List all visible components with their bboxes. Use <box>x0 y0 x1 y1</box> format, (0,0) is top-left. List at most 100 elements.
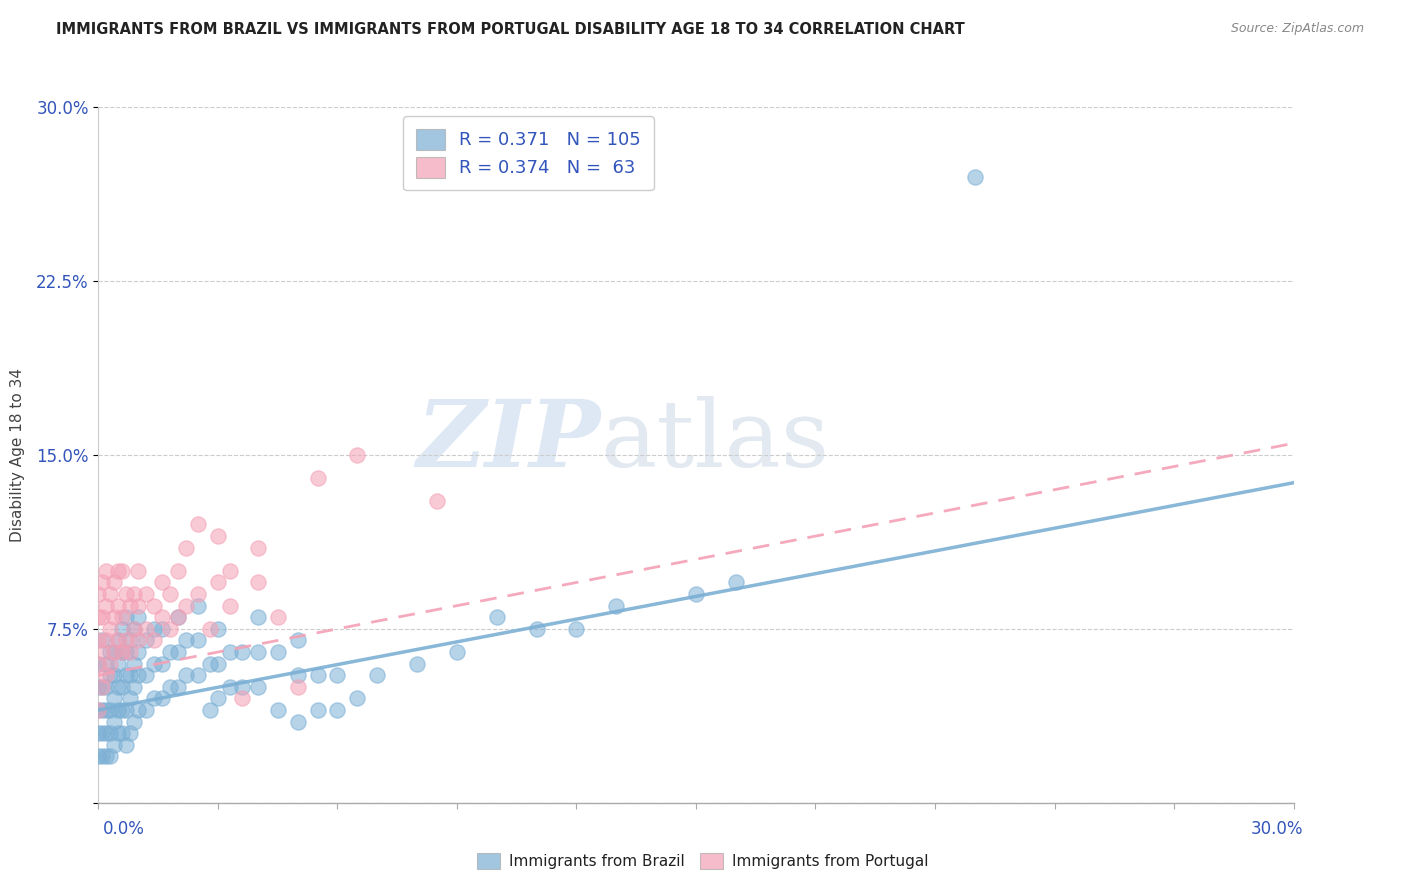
Point <box>724 575 747 590</box>
Point <box>219 564 242 578</box>
Point <box>107 633 129 648</box>
Point <box>207 622 229 636</box>
Point <box>96 668 118 682</box>
Point <box>115 738 138 752</box>
Point <box>219 680 242 694</box>
Point <box>605 599 627 613</box>
Point <box>127 645 149 659</box>
Point <box>124 657 146 671</box>
Point <box>111 645 134 659</box>
Point <box>246 575 269 590</box>
Point <box>207 529 229 543</box>
Text: atlas: atlas <box>600 396 830 486</box>
Point <box>198 622 221 636</box>
Point <box>87 680 110 694</box>
Point <box>115 587 138 601</box>
Point <box>91 703 114 717</box>
Point <box>267 703 290 717</box>
Point <box>91 645 114 659</box>
Point <box>287 668 309 682</box>
Point <box>107 657 129 671</box>
Point <box>231 691 253 706</box>
Point <box>120 668 142 682</box>
Point <box>120 645 142 659</box>
Point <box>159 645 181 659</box>
Point <box>127 633 149 648</box>
Point <box>107 703 129 717</box>
Point <box>127 564 149 578</box>
Point <box>87 610 110 624</box>
Point <box>124 680 146 694</box>
Point <box>87 749 110 764</box>
Point <box>267 645 290 659</box>
Text: Source: ZipAtlas.com: Source: ZipAtlas.com <box>1230 22 1364 36</box>
Point <box>485 610 508 624</box>
Point <box>87 657 110 671</box>
Point <box>143 622 166 636</box>
Point <box>219 645 242 659</box>
Point <box>107 564 129 578</box>
Point <box>246 645 269 659</box>
Point <box>96 749 118 764</box>
Point <box>685 587 707 601</box>
Point <box>135 668 157 682</box>
Point <box>103 575 125 590</box>
Point <box>111 726 134 740</box>
Point <box>98 749 122 764</box>
Point <box>246 541 269 555</box>
Legend: Immigrants from Brazil, Immigrants from Portugal: Immigrants from Brazil, Immigrants from … <box>471 847 935 875</box>
Point <box>135 587 157 601</box>
Point <box>111 610 134 624</box>
Point <box>135 633 157 648</box>
Point <box>307 668 329 682</box>
Point <box>120 599 142 613</box>
Point <box>167 610 190 624</box>
Point <box>207 657 229 671</box>
Point <box>98 657 122 671</box>
Point <box>115 703 138 717</box>
Point <box>231 645 253 659</box>
Point <box>87 587 110 601</box>
Point <box>187 668 209 682</box>
Point <box>96 633 118 648</box>
Point <box>107 726 129 740</box>
Point <box>167 680 190 694</box>
Point <box>87 657 110 671</box>
Text: ZIP: ZIP <box>416 396 600 486</box>
Point <box>159 587 181 601</box>
Point <box>174 633 197 648</box>
Point <box>167 610 190 624</box>
Point <box>246 680 269 694</box>
Point <box>115 668 138 682</box>
Point <box>287 714 309 729</box>
Point <box>287 633 309 648</box>
Point <box>326 703 349 717</box>
Text: IMMIGRANTS FROM BRAZIL VS IMMIGRANTS FROM PORTUGAL DISABILITY AGE 18 TO 34 CORRE: IMMIGRANTS FROM BRAZIL VS IMMIGRANTS FRO… <box>56 22 965 37</box>
Point <box>174 668 197 682</box>
Point <box>219 599 242 613</box>
Point <box>124 622 146 636</box>
Text: 30.0%: 30.0% <box>1251 820 1303 838</box>
Point <box>103 714 125 729</box>
Point <box>103 668 125 682</box>
Point <box>91 633 114 648</box>
Point <box>127 668 149 682</box>
Point <box>91 726 114 740</box>
Point <box>98 726 122 740</box>
Point <box>111 564 134 578</box>
Point <box>167 645 190 659</box>
Point <box>124 587 146 601</box>
Point <box>124 714 146 729</box>
Point <box>135 703 157 717</box>
Point <box>98 668 122 682</box>
Point <box>150 622 173 636</box>
Point <box>96 703 118 717</box>
Point <box>143 599 166 613</box>
Point <box>143 657 166 671</box>
Point <box>120 633 142 648</box>
Point <box>87 703 110 717</box>
Point <box>98 703 122 717</box>
Point <box>91 575 114 590</box>
Point <box>207 691 229 706</box>
Point <box>98 587 122 601</box>
